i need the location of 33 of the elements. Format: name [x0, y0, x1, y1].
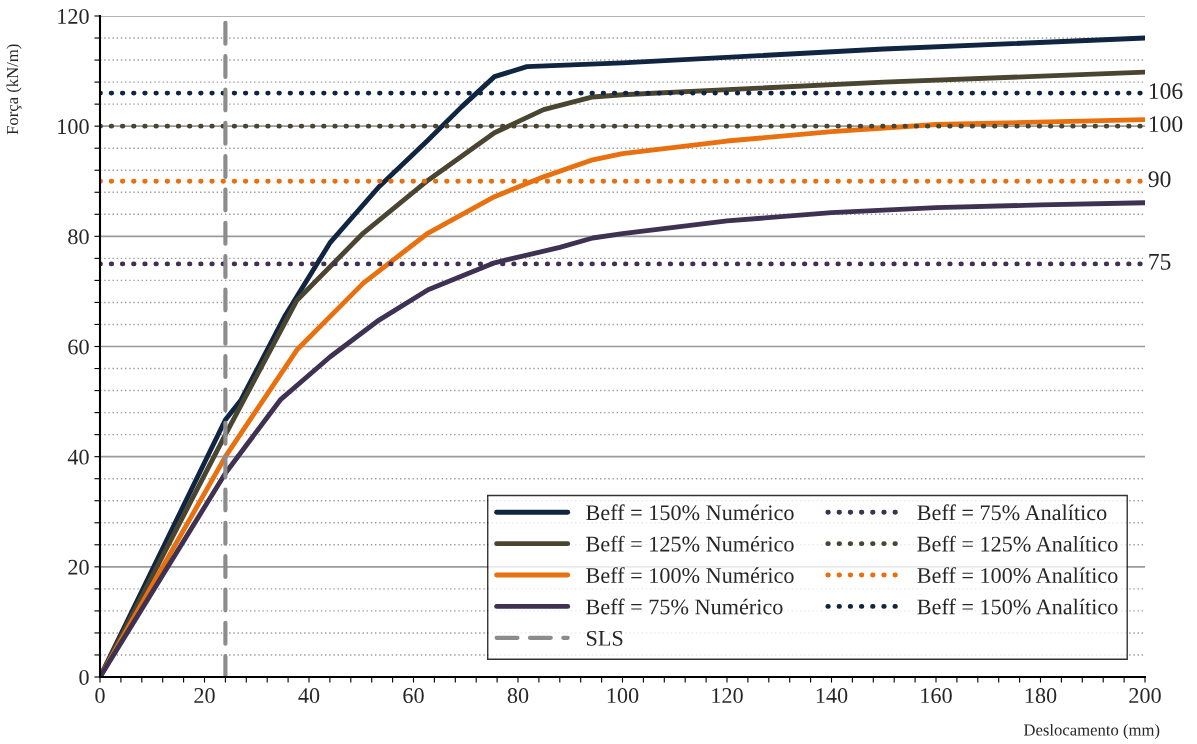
legend-label: Beff = 100% Analítico — [917, 567, 1118, 584]
y-tick-label: 60 — [68, 339, 89, 355]
x-tick-label: 120 — [712, 688, 743, 704]
legend-label: Beff = 100% Numérico — [586, 567, 794, 584]
y-tick-label: 80 — [68, 229, 89, 245]
data-label: 106 — [1149, 83, 1183, 100]
data-label: 90 — [1148, 171, 1171, 188]
y-tick-label: 100 — [58, 119, 89, 135]
x-tick-label: 20 — [194, 688, 215, 704]
y-tick-label: 0 — [79, 669, 89, 685]
x-tick-label: 60 — [403, 688, 424, 704]
legend-label: SLS — [586, 630, 623, 646]
x-tick-label: 180 — [1025, 688, 1057, 704]
legend-label: Beff = 75% Analítico — [917, 504, 1107, 521]
x-tick-label: 200 — [1129, 688, 1161, 704]
x-tick-label: 160 — [921, 688, 952, 704]
x-axis-title: Deslocamento (mm) — [1023, 723, 1160, 739]
legend-label: Beff = 150% Analítico — [917, 598, 1118, 615]
x-tick-label: 100 — [607, 688, 639, 704]
x-tick-label: 40 — [298, 688, 320, 704]
y-tick-label: 40 — [67, 449, 89, 465]
data-label: 100 — [1149, 116, 1183, 133]
legend-label: Beff = 125% Analítico — [917, 535, 1118, 552]
y-axis-title: Força (kN/m) — [6, 44, 22, 135]
x-tick-label: 80 — [507, 688, 529, 704]
y-tick-label: 120 — [58, 8, 89, 24]
x-tick-label: 140 — [816, 688, 848, 704]
legend-label: Beff = 125% Numérico — [586, 535, 794, 552]
y-tick-label: 20 — [68, 559, 89, 575]
x-tick-label: 0 — [95, 688, 105, 704]
data-label: 75 — [1149, 254, 1171, 270]
legend-label: Beff = 75% Numérico — [586, 598, 783, 615]
legend-label: Beff = 150% Numérico — [586, 504, 794, 521]
